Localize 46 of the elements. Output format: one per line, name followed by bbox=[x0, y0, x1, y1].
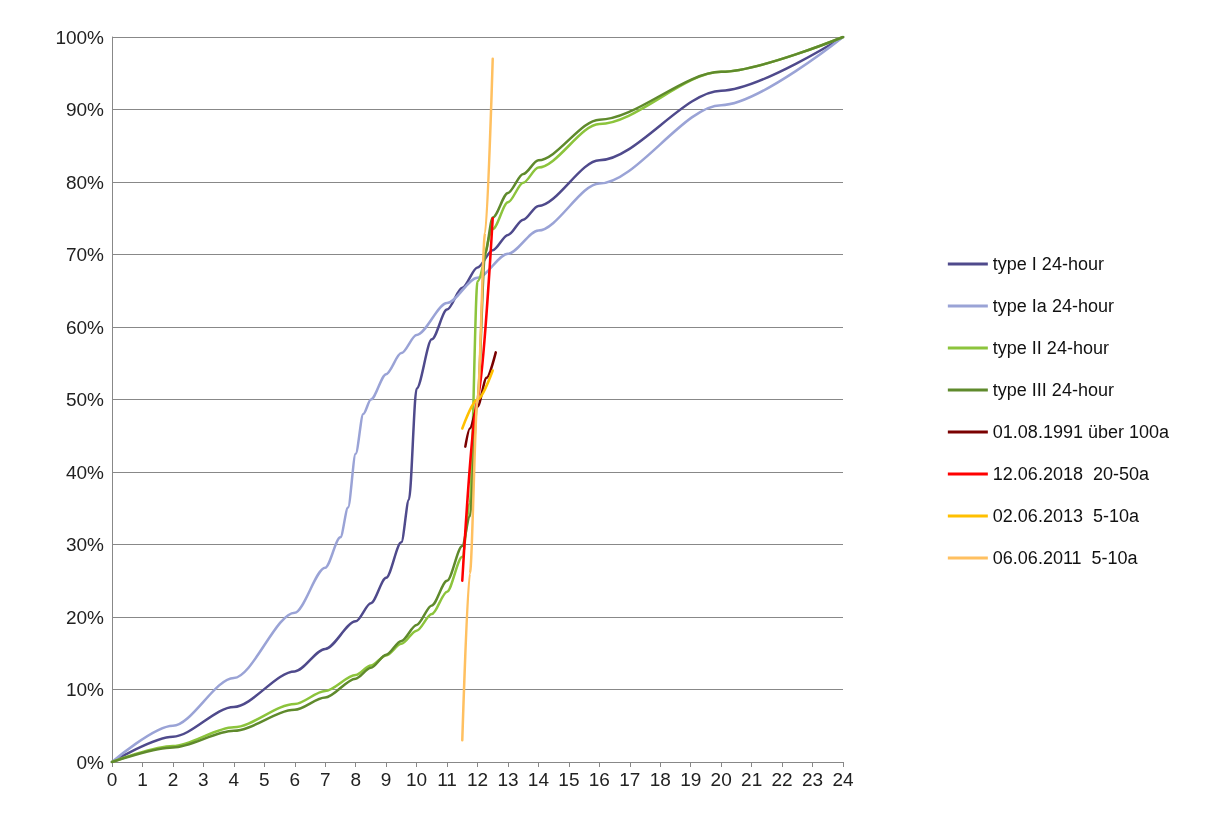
x-tick-label: 0 bbox=[106, 769, 118, 790]
y-tick-label: 60% bbox=[65, 316, 105, 338]
x-tick-label: 21 bbox=[741, 769, 763, 790]
x-tick-label: 12 bbox=[466, 769, 489, 790]
x-tick-label: 23 bbox=[801, 769, 824, 790]
line-series bbox=[461, 57, 494, 742]
x-tick-label: 1 bbox=[137, 769, 148, 790]
x-tick-label: 20 bbox=[710, 769, 732, 790]
x-tick-label: 6 bbox=[289, 769, 301, 790]
y-tick-label: 90% bbox=[65, 99, 105, 120]
legend-label: type I 24-hour bbox=[992, 254, 1104, 274]
x-tick-label: 18 bbox=[649, 769, 671, 790]
legend-label: 02.06.2013 5-10a bbox=[992, 506, 1140, 526]
y-tick-label: 80% bbox=[65, 171, 105, 193]
x-tick-label: 10 bbox=[406, 769, 428, 790]
x-tick-label: 4 bbox=[228, 769, 240, 790]
y-tick-label: 70% bbox=[65, 244, 105, 265]
x-tick-label: 14 bbox=[527, 769, 550, 790]
line-series bbox=[110, 35, 845, 764]
x-tick-label: 2 bbox=[167, 769, 179, 790]
x-tick-label: 16 bbox=[588, 769, 610, 790]
legend-label: 06.06.2011 5-10a bbox=[992, 548, 1139, 568]
legend-label: type Ia 24-hour bbox=[992, 296, 1114, 316]
legend-label: 01.08.1991 über 100a bbox=[992, 422, 1170, 442]
y-tick-label: 20% bbox=[65, 606, 105, 628]
y-tick-label: 40% bbox=[65, 461, 105, 483]
legend-label: type III 24-hour bbox=[992, 380, 1114, 400]
y-tick-label: 10% bbox=[65, 679, 105, 700]
y-tick-label: 100% bbox=[55, 26, 105, 48]
y-tick-label: 30% bbox=[65, 534, 105, 555]
x-tick-label: 17 bbox=[619, 769, 641, 790]
x-tick-label: 13 bbox=[497, 769, 519, 790]
x-tick-label: 24 bbox=[832, 769, 854, 790]
x-tick-label: 19 bbox=[680, 769, 702, 790]
x-tick-label: 7 bbox=[319, 769, 331, 790]
x-tick-label: 3 bbox=[198, 769, 209, 790]
x-tick-label: 22 bbox=[771, 769, 793, 790]
y-tick-label: 50% bbox=[65, 389, 105, 410]
x-tick-label: 8 bbox=[350, 769, 361, 790]
x-tick-label: 11 bbox=[437, 769, 457, 790]
legend-label: 12.06.2018 20-50a bbox=[992, 464, 1150, 484]
y-tick-label: 0% bbox=[76, 751, 105, 773]
x-tick-label: 5 bbox=[259, 769, 270, 790]
x-tick-label: 9 bbox=[380, 769, 392, 790]
x-tick-label: 15 bbox=[558, 769, 580, 790]
legend-label: type II 24-hour bbox=[992, 338, 1109, 358]
